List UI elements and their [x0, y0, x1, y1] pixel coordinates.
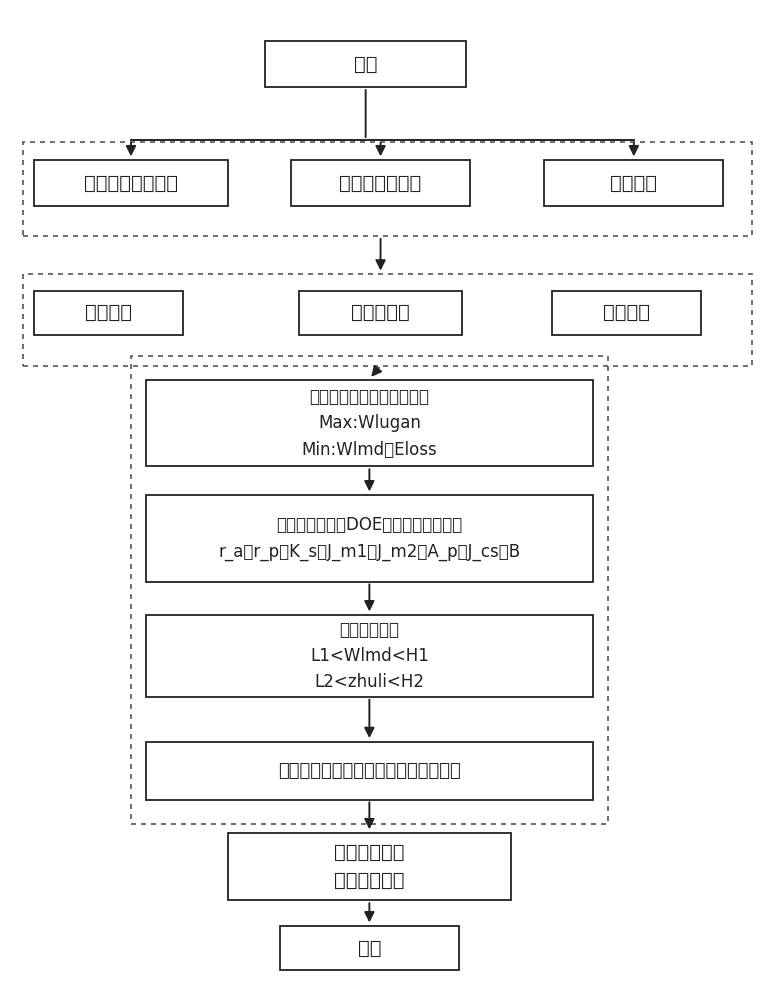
Text: 整车动力学模型: 整车动力学模型	[339, 174, 421, 193]
Text: 转向灵敏度: 转向灵敏度	[352, 303, 410, 322]
FancyBboxPatch shape	[146, 615, 593, 697]
FancyBboxPatch shape	[146, 495, 593, 582]
FancyBboxPatch shape	[299, 291, 462, 335]
Text: 开始: 开始	[354, 55, 377, 74]
FancyBboxPatch shape	[34, 160, 228, 206]
Text: 能耗模型: 能耗模型	[611, 174, 657, 193]
FancyBboxPatch shape	[280, 926, 459, 970]
Text: 转向能耗: 转向能耗	[603, 303, 650, 322]
Text: 构建约束函数
L1<Wlmd<H1
L2<zhuli<H2: 构建约束函数 L1<Wlmd<H1 L2<zhuli<H2	[310, 621, 429, 691]
FancyBboxPatch shape	[34, 291, 183, 335]
FancyBboxPatch shape	[146, 380, 593, 466]
Text: 结束: 结束	[358, 939, 381, 958]
Text: 转向系统设计
参数优化结果: 转向系统设计 参数优化结果	[334, 843, 404, 890]
Text: 基于频域能量构建优化目标
Max:Wlugan
Min:Wlmd、Eloss: 基于频域能量构建优化目标 Max:Wlugan Min:Wlmd、Eloss	[302, 388, 437, 459]
FancyBboxPatch shape	[265, 41, 466, 87]
FancyBboxPatch shape	[545, 160, 723, 206]
FancyBboxPatch shape	[146, 742, 593, 800]
Text: 转向路感: 转向路感	[85, 303, 132, 322]
FancyBboxPatch shape	[552, 291, 701, 335]
Text: 根据转向系统的DOE设计选取关键参数
r_a、r_p、K_s、J_m1、J_m2、A_p、J_cs、B: 根据转向系统的DOE设计选取关键参数 r_a、r_p、K_s、J_m1、J_m2…	[218, 516, 521, 561]
FancyBboxPatch shape	[228, 833, 511, 900]
FancyBboxPatch shape	[291, 160, 470, 206]
Text: 复合转向系统模型: 复合转向系统模型	[84, 174, 178, 193]
Text: 基于改进细胞膜优化算法的多目标优化: 基于改进细胞膜优化算法的多目标优化	[278, 762, 461, 780]
